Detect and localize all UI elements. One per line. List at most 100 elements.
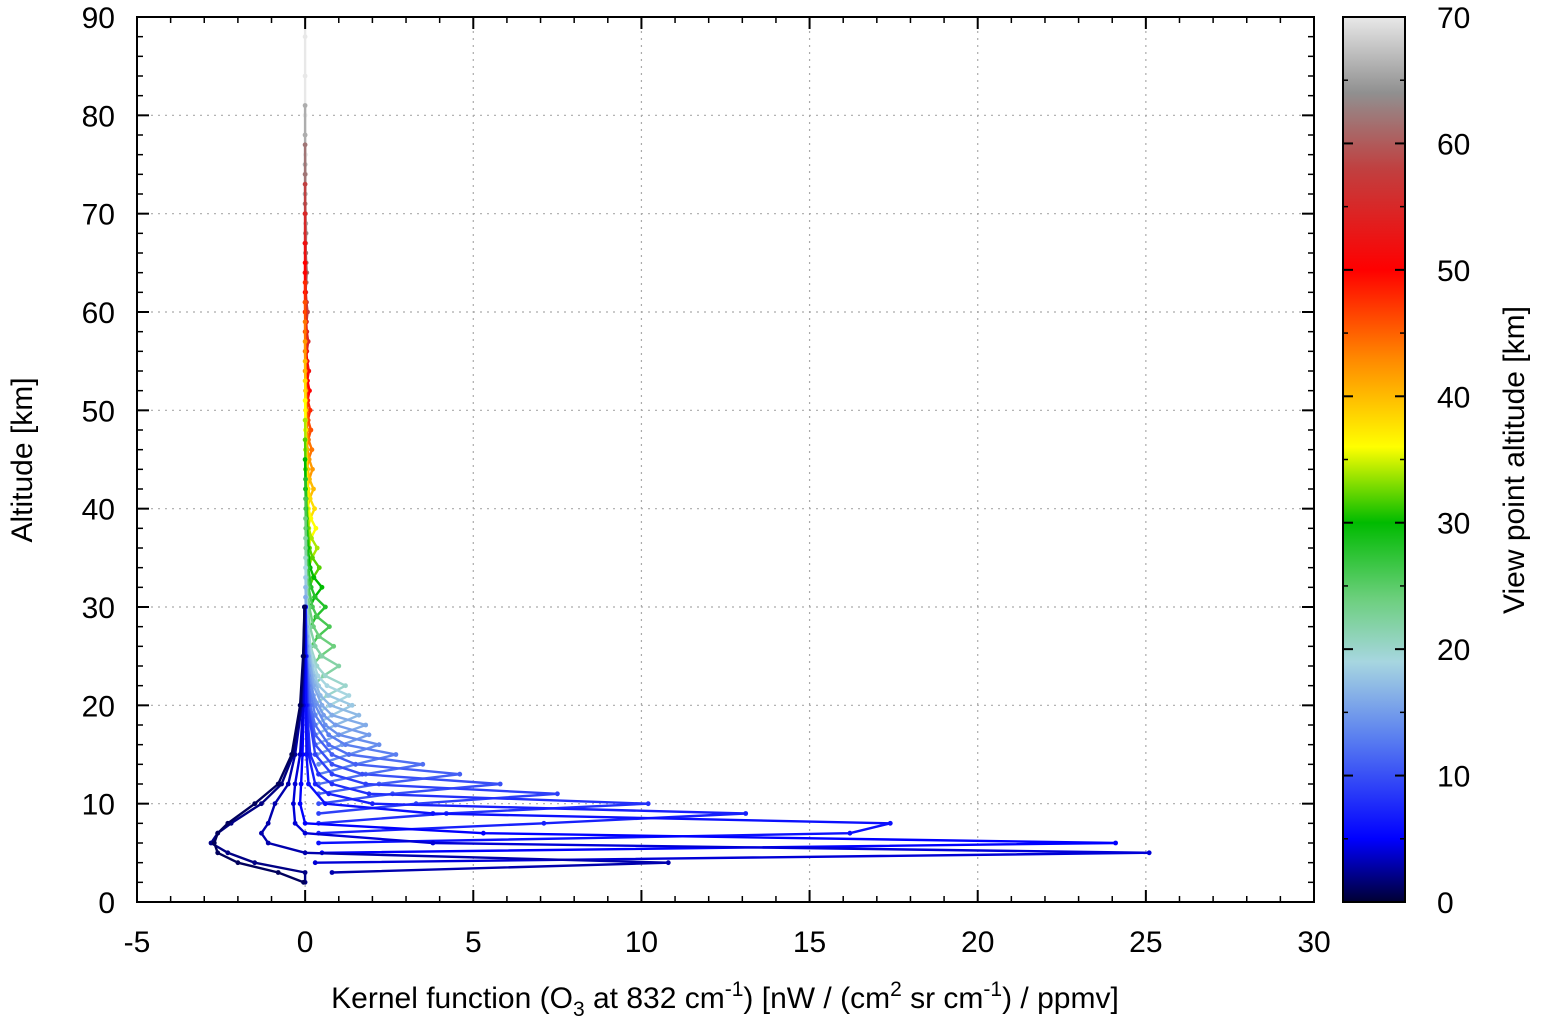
kernel-point	[311, 486, 316, 492]
kernel-point	[308, 516, 314, 521]
kernel-series-6km	[302, 604, 893, 846]
kernel-point	[316, 801, 321, 807]
x-tick-label: 15	[793, 926, 826, 959]
kernel-point	[302, 437, 308, 443]
colorbar: 0 10 20 30 40 50 60 70 View point altitude [km]	[1342, 2, 1531, 920]
kernel-series	[208, 17, 1152, 885]
colorbar-tick-label: 40	[1437, 381, 1470, 414]
kernel-point	[847, 830, 853, 836]
kernel-point	[289, 752, 295, 757]
kernel-point	[349, 702, 355, 708]
kernel-point	[302, 299, 308, 305]
kernel-point	[346, 693, 352, 698]
kernel-point	[215, 830, 221, 836]
kernel-series-1km	[211, 604, 307, 885]
kernel-point	[304, 752, 309, 757]
kernel-point	[298, 781, 304, 787]
kernel-point	[356, 712, 362, 718]
kernel-point	[275, 870, 281, 875]
kernel-point	[363, 781, 369, 787]
colorbar-tick-label: 0	[1437, 887, 1454, 920]
kernel-point	[309, 447, 315, 453]
kernel-point	[310, 604, 315, 610]
kernel-point	[333, 722, 338, 728]
kernel-point	[307, 407, 313, 413]
x-tick-label: 0	[297, 926, 314, 959]
kernel-point	[329, 781, 335, 787]
kernel-point	[303, 575, 308, 580]
kernel-point	[275, 781, 281, 787]
kernel-point	[302, 870, 308, 875]
kernel-point	[326, 693, 332, 698]
kernel-point	[497, 781, 503, 787]
colorbar-tick-labels: 0 10 20 30 40 50 60 70	[1437, 2, 1470, 920]
colorbar-tick-label: 30	[1437, 508, 1470, 541]
kernel-point	[252, 801, 258, 807]
y-tick-label: 50	[82, 395, 115, 428]
kernel-point	[302, 378, 308, 384]
kernel-point	[316, 811, 321, 816]
kernel-point	[297, 702, 303, 708]
kernel-point	[353, 761, 358, 767]
kernel-point	[302, 830, 308, 836]
kernel-point	[302, 604, 307, 610]
kernel-point	[314, 614, 320, 620]
kernel-point	[303, 476, 308, 482]
kernel-point	[329, 870, 335, 875]
kernel-point	[743, 811, 749, 816]
y-tick-label: 20	[82, 690, 115, 723]
colorbar-tick-label: 10	[1437, 761, 1470, 794]
y-tick-label: 70	[82, 199, 115, 232]
colorbar-tick-label: 50	[1437, 255, 1470, 288]
kernel-point	[303, 535, 308, 541]
y-tick-label: 10	[82, 789, 115, 822]
kernel-point	[322, 604, 328, 610]
kernel-point	[302, 319, 308, 325]
kernel-point	[645, 801, 651, 807]
kernel-point	[322, 801, 328, 807]
colorbar-tick-label: 20	[1437, 634, 1470, 667]
kernel-point	[307, 496, 313, 502]
kernel-point	[310, 555, 315, 561]
kernel-point	[302, 398, 308, 403]
kernel-point	[259, 801, 264, 807]
kernel-point	[303, 594, 308, 600]
kernel-point	[306, 781, 311, 787]
kernel-point	[303, 565, 308, 571]
kernel-point	[312, 752, 318, 757]
kernel-point	[311, 624, 316, 630]
kernel-point	[322, 673, 328, 679]
kernel-point	[308, 427, 314, 433]
kernel-point	[312, 594, 318, 600]
kernel-point	[328, 702, 333, 708]
colorbar-tick-label: 70	[1437, 2, 1470, 35]
kernel-point	[363, 722, 369, 728]
kernel-point	[326, 791, 332, 797]
kernel-point	[329, 712, 335, 718]
kernel-point	[316, 634, 322, 639]
x-tick-label: 5	[465, 926, 482, 959]
kernel-point	[302, 820, 308, 826]
kernel-point	[319, 653, 325, 659]
kernel-point	[376, 742, 382, 748]
kernel-point	[326, 742, 332, 748]
kernel-point	[302, 850, 308, 856]
x-tick-labels: -5 0 5 10 15 20 25 30	[124, 926, 1331, 959]
kernel-point	[302, 171, 308, 177]
kernel-point	[430, 840, 436, 846]
kernel-point	[329, 771, 335, 777]
kernel-point	[336, 663, 342, 669]
kernel-point	[393, 752, 399, 757]
kernel-point	[887, 820, 893, 826]
kernel-point	[314, 545, 320, 551]
kernel-point	[303, 555, 308, 561]
y-tick-label: 60	[82, 297, 115, 330]
kernel-line	[303, 606, 892, 845]
kernel-point	[301, 879, 306, 885]
kernel-point	[252, 860, 258, 866]
kernel-point	[343, 742, 348, 748]
kernel-point	[302, 260, 308, 266]
kernel-point	[259, 830, 264, 836]
kernel-point	[420, 761, 426, 767]
kernel-point	[292, 781, 298, 787]
